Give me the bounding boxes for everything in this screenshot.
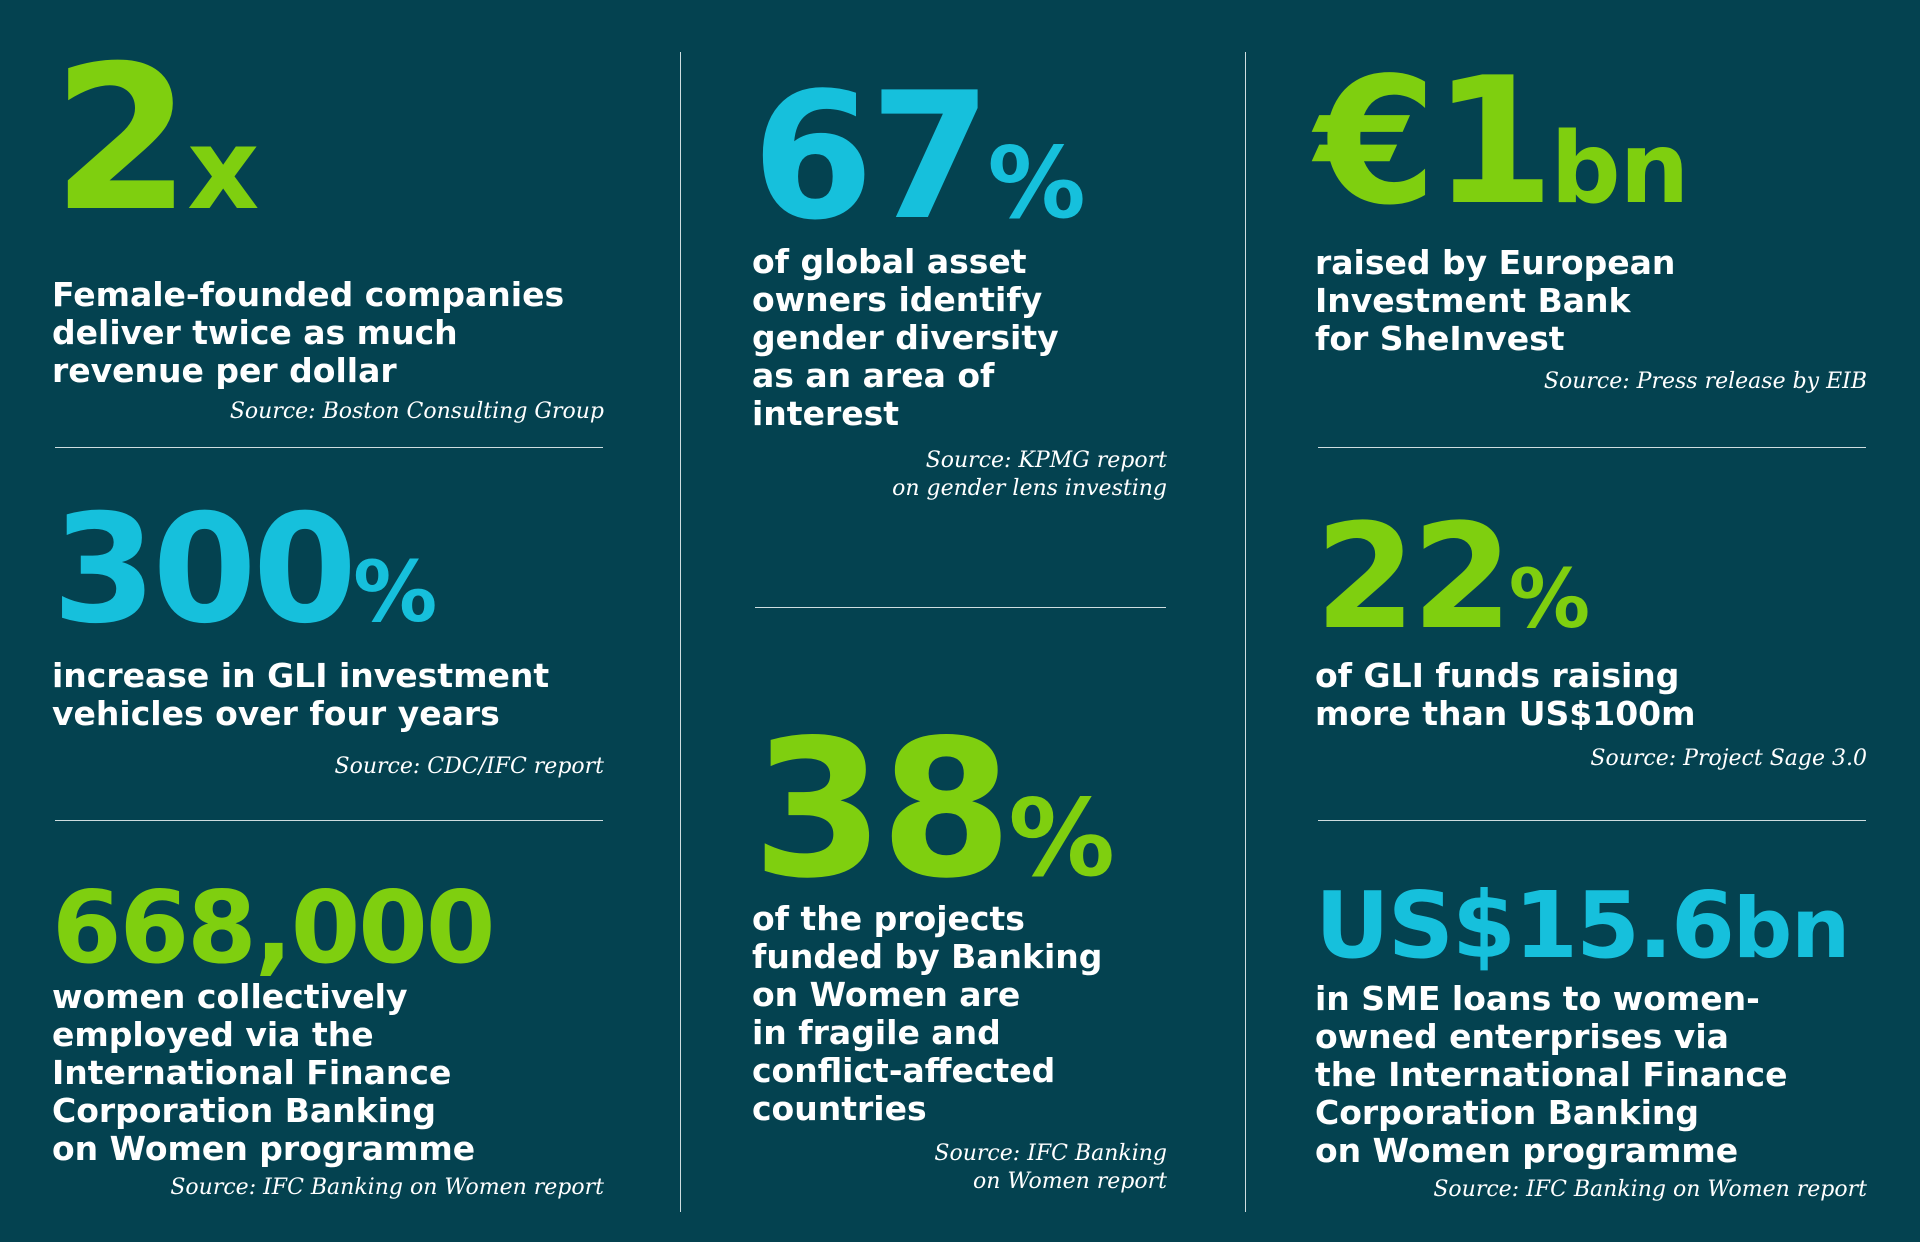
- stat-block: 67% of global asset owners identify gend…: [752, 70, 1167, 503]
- stat-number: 300%: [52, 483, 437, 657]
- stat-number: 22%: [1315, 493, 1590, 662]
- stat-description: raised by European Investment Bank for S…: [1315, 243, 1676, 358]
- stat-block: €1bn raised by European Investment Bank …: [1315, 55, 1867, 396]
- stat-source: Source: Project Sage 3.0: [1590, 746, 1867, 771]
- stat-source: Source: KPMG report on gender lens inves…: [892, 448, 1167, 501]
- column-divider-right: [1245, 52, 1246, 1212]
- stat-source: Source: IFC Banking on Women report: [934, 1141, 1167, 1194]
- stat-description: of the projects funded by Banking on Wom…: [752, 899, 1103, 1128]
- stat-source: Source: Boston Consulting Group: [229, 399, 604, 424]
- stat-block: 2x Female-founded companies deliver twic…: [52, 40, 604, 426]
- stat-block: 22% of GLI funds raising more than US$10…: [1315, 505, 1867, 773]
- stat-block: US$15.6bn in SME loans to women- owned e…: [1315, 880, 1867, 1204]
- row-divider: [1318, 820, 1866, 821]
- row-divider: [55, 447, 603, 448]
- stat-source: Source: IFC Banking on Women report: [1433, 1177, 1867, 1202]
- stat-number: 668,000: [52, 869, 495, 986]
- stat-description: women collectively employed via the Inte…: [52, 977, 476, 1168]
- stat-number: US$15.6bn: [1315, 872, 1850, 979]
- stat-block: 38% of the projects funded by Banking on…: [752, 715, 1167, 1196]
- stat-number: 2x: [52, 23, 259, 256]
- stat-number: 67%: [752, 56, 1086, 259]
- stat-description: in SME loans to women- owned enterprises…: [1315, 979, 1788, 1170]
- row-divider: [1318, 447, 1866, 448]
- stat-description: Female-founded companies deliver twice a…: [52, 275, 565, 390]
- stat-number: 38%: [752, 699, 1115, 920]
- stat-source: Source: IFC Banking on Women report: [170, 1175, 604, 1200]
- stat-description: increase in GLI investment vehicles over…: [52, 656, 550, 733]
- stat-number: €1bn: [1315, 41, 1689, 244]
- row-divider: [755, 607, 1166, 608]
- row-divider: [55, 820, 603, 821]
- stat-description: of global asset owners identify gender d…: [752, 242, 1059, 433]
- stat-block: 300% increase in GLI investment vehicles…: [52, 495, 604, 781]
- stat-block: 668,000 women collectively employed via …: [52, 878, 604, 1202]
- stat-description: of GLI funds raising more than US$100m: [1315, 656, 1696, 733]
- stat-source: Source: CDC/IFC report: [334, 754, 604, 779]
- stat-source: Source: Press release by EIB: [1543, 369, 1867, 394]
- column-divider-left: [680, 52, 681, 1212]
